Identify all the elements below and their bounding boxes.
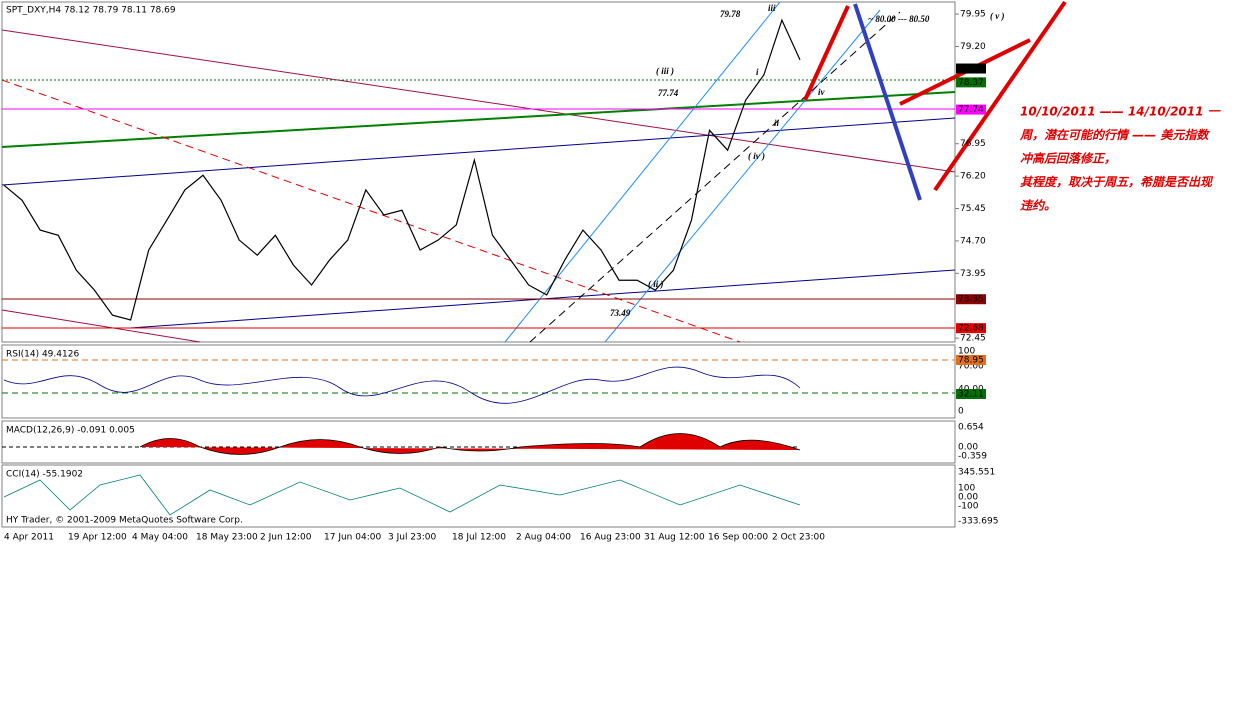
indicator-tick: 0.00 [958,443,978,453]
indicator-tick: -100 [958,502,979,512]
x-tick-label: 4 May 04:00 [132,533,188,543]
x-tick-label: 2 Jun 12:00 [260,533,312,543]
level-label: 78.37 [958,78,984,88]
x-tick-label: 31 Aug 12:00 [644,533,705,543]
x-tick-label: 16 Sep 00:00 [708,533,768,543]
level-box [956,355,986,365]
forecast-note: 违约。 [1020,199,1056,213]
level-label: 73.35 [958,295,984,305]
indicator-tick: 345.551 [958,468,995,478]
y-tick-label: 79.95 [960,10,986,20]
y-tick-label: 76.20 [960,172,986,182]
level-box [956,294,986,305]
y-tick-label: 74.70 [960,236,986,246]
annotation: ~ 80.00 --- 80.50 [868,14,930,24]
annotation: i [756,67,759,77]
y-tick-label: 73.95 [960,269,986,279]
forecast-note: 周，潜在可能的行情 —— 美元指数 [1019,128,1210,142]
x-tick-label: 17 Jun 04:00 [324,533,381,543]
x-tick-label: 2 Aug 04:00 [516,533,571,543]
forecast-note: 10/10/2011 —— 14/10/2011 一 [1020,105,1222,119]
indicator-tick: 0.00 [958,493,978,503]
annotation: ( v ) [990,11,1005,21]
level-box [956,389,986,399]
annotation: ii [774,118,780,128]
chart-content: SPT_DXY,H4 78.12 78.79 78.11 78.69 79.95 7… [3,3,1222,543]
y-tick-label: 79.20 [960,42,986,52]
forecast-note: 冲高后回落修正， [1020,152,1116,166]
annotation: 79.78 [720,9,741,19]
level-label: 77.74 [958,105,984,115]
indicator-tick: 100 [958,347,975,357]
x-tick-label: 4 Apr 2011 [4,533,54,543]
copyright: HY Trader, © 2001-2009 MetaQuotes Softwa… [6,516,243,526]
indicators [3,366,801,516]
trend-lines [1,1,956,448]
annotation: iv [818,87,826,97]
forecast-note: 其程度，取决于周五，希腊是否出现 [1020,175,1214,189]
indicator-tick: 0.654 [958,423,984,433]
annotation: ( iii ) [656,66,674,76]
indicator-tick: 70.00 [958,362,984,372]
annotation: iii [768,3,776,13]
level-box [956,323,986,334]
y-tick-label: 72.45 [960,334,986,344]
level-box [956,63,986,74]
indicator-tick: 0 [958,407,964,417]
y-tick-label: 75.45 [960,204,986,214]
level-label: 78.95 [958,356,984,366]
indicator-title: CCI(14) -55.1902 [6,470,83,480]
price-line [3,18,801,321]
indicator-tick: -333.695 [958,517,998,527]
level-box [956,77,986,88]
x-tick-label: 18 May 23:00 [196,533,258,543]
annotation: ( iv ) [748,151,765,161]
x-tick-label: 18 Jul 12:00 [452,533,506,543]
annotation: 77.74 [658,88,679,98]
chart-title: SPT_DXY,H4 78.12 78.79 78.11 78.69 [6,6,176,16]
annotation: 73.49 [610,308,631,318]
level-label: 72.68 [958,324,984,334]
y-tick-label: 76.95 [960,139,986,149]
x-tick-label: 19 Apr 12:00 [68,533,127,543]
indicator-tick: 100 [958,484,975,494]
indicator-tick: -0.359 [958,452,987,462]
indicator-title: RSI(14) 49.4126 [6,350,79,360]
level-box [956,104,986,115]
level-label: 32.11 [958,390,984,400]
annotation: ( ii ) [648,279,664,289]
x-tick-label: 16 Aug 23:00 [580,533,641,543]
x-tick-label: 3 Jul 23:00 [388,533,437,543]
level-label: 78.69 [958,64,984,74]
arrows [803,0,1067,201]
x-tick-label: 2 Oct 23:00 [772,533,825,543]
indicator-title: MACD(12,26,9) -0.091 0.005 [6,426,135,436]
